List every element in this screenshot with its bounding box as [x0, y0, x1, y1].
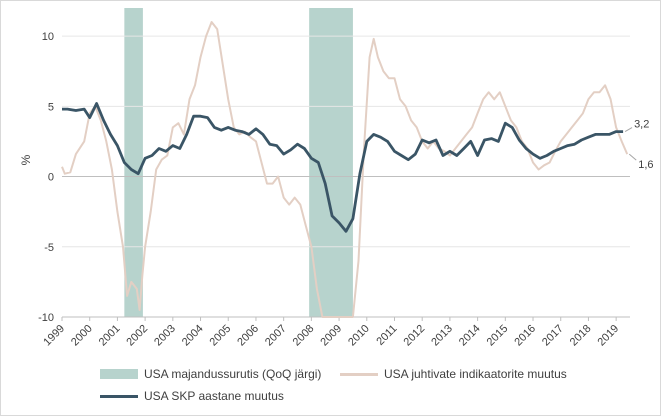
- y-tick-5: 5: [48, 101, 54, 113]
- legend-label-gdp: USA SKP aastane muutus: [144, 389, 284, 403]
- x-tick-2012: 2012: [402, 323, 428, 349]
- legend-label-recession: USA majandussurutis (QoQ järgi): [144, 367, 322, 381]
- y-tick--10: -10: [38, 312, 54, 324]
- end-label-0: 3,2: [634, 119, 649, 131]
- legend-swatch-leading-indicators: [340, 372, 378, 376]
- x-tick-2014: 2014: [457, 323, 483, 349]
- series-line-gdp: [62, 102, 624, 233]
- x-tick-1999: 1999: [41, 323, 67, 349]
- end-labels: 3,2 1,6: [624, 119, 654, 171]
- legend-item-leading-indicators: USA juhtivate indikaatorite muutus: [340, 367, 567, 381]
- x-tick-2013: 2013: [429, 323, 455, 349]
- x-tick-2006: 2006: [235, 323, 261, 349]
- recession-band-0: [124, 8, 143, 317]
- end-label-1: 1,6: [638, 159, 653, 171]
- x-tick-2002: 2002: [124, 323, 150, 349]
- y-axis-ticks: 10 5 0 -5 -10: [38, 31, 54, 324]
- x-tick-2005: 2005: [208, 323, 234, 349]
- series-lines: [61, 21, 629, 318]
- x-tick-2008: 2008: [291, 323, 317, 349]
- x-tick-2019: 2019: [595, 323, 621, 349]
- x-axis-ticks: 1999 2000 2001 2002 2003 2004 2005 2006 2007 2008…: [41, 317, 621, 348]
- x-tick-2009: 2009: [318, 323, 344, 349]
- x-tick-2016: 2016: [512, 323, 538, 349]
- legend-swatch-gdp: [100, 394, 138, 398]
- x-tick-2007: 2007: [263, 323, 289, 349]
- end-label-leader-1: [628, 153, 637, 161]
- x-tick-2015: 2015: [485, 323, 511, 349]
- y-tick-0: 0: [48, 172, 54, 184]
- legend-item-gdp: USA SKP aastane muutus: [100, 389, 284, 403]
- series-line-leading-indicators: [61, 21, 629, 318]
- legend-item-recession: USA majandussurutis (QoQ järgi): [100, 367, 321, 381]
- x-tick-2017: 2017: [540, 323, 566, 349]
- x-tick-2018: 2018: [568, 323, 594, 349]
- end-label-leader-0: [624, 127, 633, 133]
- y-axis-label: %: [19, 154, 33, 165]
- x-tick-2003: 2003: [152, 323, 178, 349]
- y-tick-10: 10: [42, 31, 54, 43]
- recession-bands: [124, 8, 353, 317]
- legend-label-leading-indicators: USA juhtivate indikaatorite muutus: [384, 367, 567, 381]
- x-tick-2000: 2000: [69, 323, 95, 349]
- x-tick-2001: 2001: [97, 323, 123, 349]
- y-tick--5: -5: [44, 242, 54, 254]
- x-tick-2010: 2010: [346, 323, 372, 349]
- x-tick-2004: 2004: [180, 323, 206, 349]
- legend-swatch-recession: [100, 369, 138, 379]
- x-tick-2011: 2011: [374, 323, 399, 348]
